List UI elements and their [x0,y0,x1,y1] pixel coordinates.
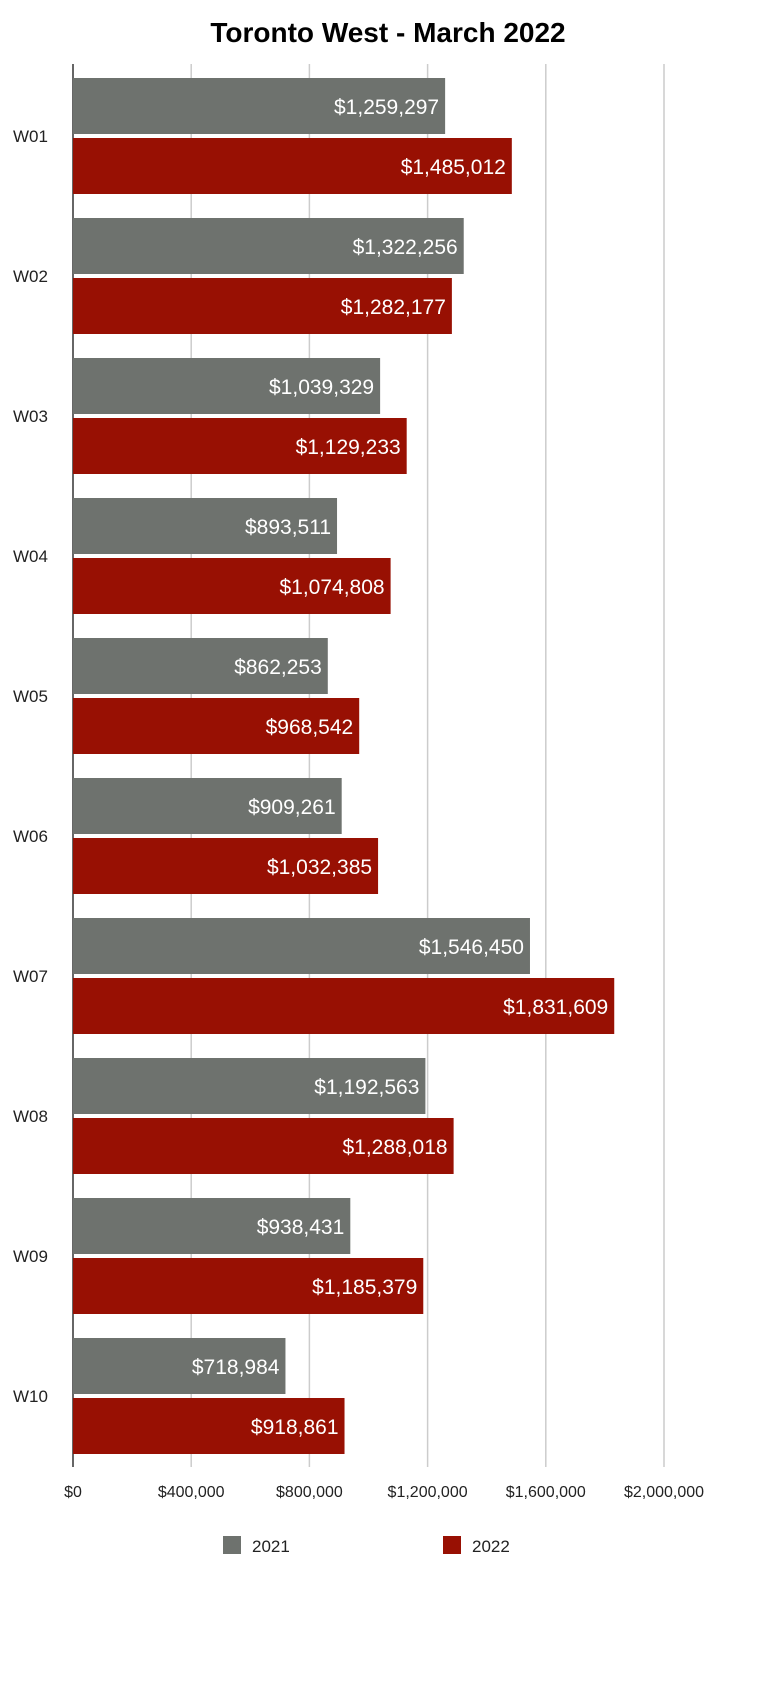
category-label-W01: W01 [13,127,48,146]
bar-value-label: $1,322,256 [353,236,458,259]
bar-value-label: $893,511 [245,516,331,539]
bar-value-label: $862,253 [234,656,322,679]
bar-value-label: $968,542 [266,716,354,739]
bar-2022-W02 [73,278,452,334]
bar-2021-W08 [73,1058,426,1114]
bar-value-label: $1,259,297 [334,96,439,119]
legend-label-2022: 2022 [472,1537,510,1556]
category-label-W04: W04 [13,547,48,566]
bar-2021-W04 [73,498,338,554]
category-label-W10: W10 [13,1387,48,1406]
bar-2022-W03 [73,418,407,474]
bar-2022-W06 [73,838,379,894]
bar-2021-W10 [73,1338,286,1394]
category-label-W02: W02 [13,267,48,286]
bar-2022-W10 [73,1398,345,1454]
bar-value-label: $918,861 [251,1416,339,1439]
bar-2021-W09 [73,1198,351,1254]
bar-value-label: $1,129,233 [296,436,401,459]
chart-title: Toronto West - March 2022 [210,17,565,48]
category-label-W03: W03 [13,407,48,426]
bar-2021-W07 [73,918,530,974]
bar-value-label: $1,485,012 [401,156,506,179]
bar-value-label: $1,039,329 [269,376,374,399]
category-label-W09: W09 [13,1247,48,1266]
x-tick-label: $400,000 [158,1484,225,1501]
bar-value-label: $1,282,177 [341,296,446,319]
bar-2021-W01 [73,78,446,134]
category-label-W06: W06 [13,827,48,846]
x-tick-label: $1,200,000 [388,1484,468,1501]
legend-swatch-2021 [223,1536,241,1554]
bar-2022-W05 [73,698,360,754]
bar-value-label: $1,288,018 [342,1136,447,1159]
bar-value-label: $1,192,563 [314,1076,419,1099]
legend-swatch-2022 [443,1536,461,1554]
x-tick-label: $800,000 [276,1484,343,1501]
bar-2021-W06 [73,778,342,834]
bar-value-label: $1,074,808 [279,576,384,599]
category-label-W08: W08 [13,1107,48,1126]
x-axis-ticks: $0 $400,000 $800,000 $1,200,000 $1,600,000 $2… [64,1484,704,1501]
bar-2022-W08 [73,1118,454,1174]
bars: $1,259,297 $1,485,012 $1,322,256 $1,282,177… [73,78,615,1454]
category-labels: W01 W02 W03 W04 W05 W06 W07 W08 W09 W10 [13,127,48,1406]
category-label-W07: W07 [13,967,48,986]
bar-2021-W02 [73,218,464,274]
bar-value-label: $1,546,450 [419,936,524,959]
bar-2022-W09 [73,1258,424,1314]
bar-2022-W07 [73,978,615,1034]
gridlines [72,64,665,1467]
bar-2021-W03 [73,358,381,414]
bar-2022-W01 [73,138,512,194]
bar-2022-W04 [73,558,391,614]
x-tick-label: $1,600,000 [506,1484,586,1501]
bar-value-label: $1,831,609 [503,996,608,1019]
x-tick-label: $2,000,000 [624,1484,704,1501]
legend: 2021 2022 [223,1536,510,1556]
bar-2021-W05 [73,638,328,694]
category-label-W05: W05 [13,687,48,706]
x-tick-label: $0 [64,1484,82,1501]
bar-value-label: $1,185,379 [312,1276,417,1299]
bar-value-label: $909,261 [248,796,336,819]
bar-value-label: $1,032,385 [267,856,372,879]
bar-value-label: $718,984 [192,1356,280,1379]
bar-value-label: $938,431 [257,1216,345,1239]
legend-label-2021: 2021 [252,1537,290,1556]
